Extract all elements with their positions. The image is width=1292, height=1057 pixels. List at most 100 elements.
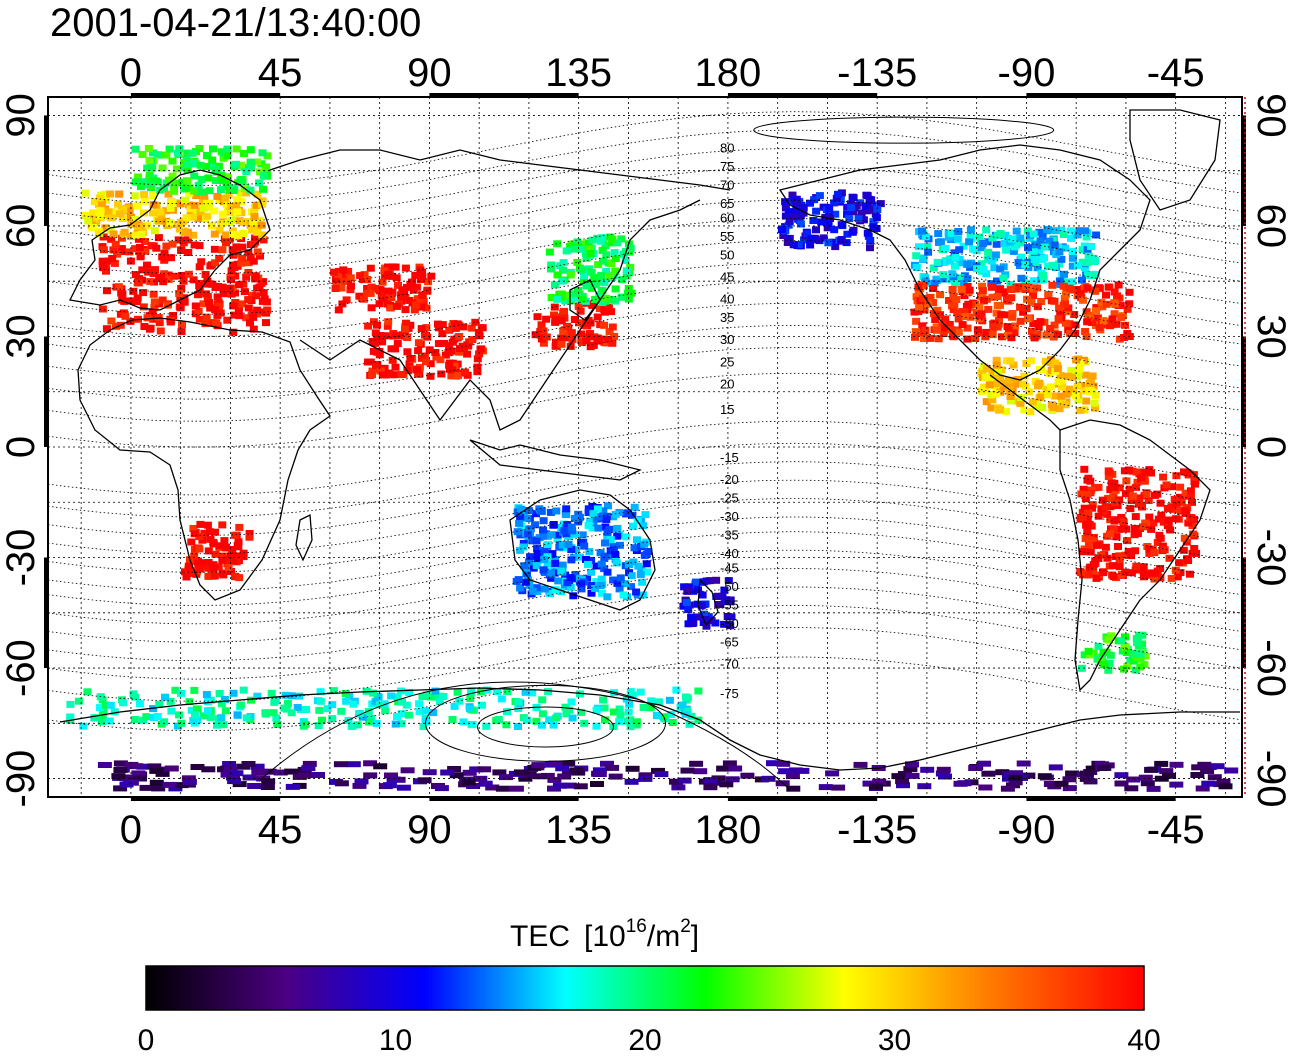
tec-cell — [342, 697, 351, 705]
tec-cell — [538, 696, 547, 704]
tec-cell — [1072, 286, 1081, 293]
tec-cell — [89, 209, 97, 217]
tec-cell — [364, 358, 372, 366]
tec-cell — [222, 183, 231, 190]
tec-cell — [1131, 666, 1140, 674]
tec-cell — [1002, 407, 1011, 415]
tec-cell — [964, 300, 973, 308]
tec-cell — [1132, 562, 1141, 570]
tec-cell — [573, 258, 582, 266]
tec-cell — [543, 541, 552, 549]
tec-cell — [219, 571, 228, 579]
tec-cell — [994, 367, 1003, 375]
tec-cell — [91, 714, 99, 722]
lon-tick-bottom: 90 — [407, 808, 452, 852]
tec-cell — [936, 311, 944, 319]
tec-cell — [1132, 468, 1141, 476]
tec-cell — [107, 317, 116, 325]
tec-cell — [1046, 325, 1055, 332]
tec-cell — [109, 246, 118, 254]
tec-cell — [1115, 525, 1124, 533]
tec-cell — [1139, 573, 1148, 581]
coastline-australia — [509, 489, 656, 611]
tec-cell — [1200, 768, 1215, 774]
tec-cell — [545, 716, 554, 724]
tec-cell — [202, 290, 211, 298]
tec-cell — [580, 272, 588, 280]
tec-cell — [638, 775, 653, 782]
tec-cell — [215, 690, 224, 697]
tec-cell — [354, 778, 369, 785]
tec-cell — [1029, 247, 1038, 255]
tec-cell — [1104, 666, 1113, 674]
tec-cell — [557, 588, 566, 596]
tec-cell — [785, 234, 794, 242]
tec-cell — [182, 778, 197, 785]
tec-cell — [166, 219, 175, 227]
tec-cell — [163, 301, 172, 309]
tec-cell — [610, 708, 618, 716]
tec-cell — [1074, 396, 1083, 404]
tec-cell — [930, 279, 939, 287]
tec-cell — [390, 371, 399, 379]
tec-cell — [951, 280, 960, 288]
tec-cell — [1006, 286, 1015, 293]
contour-ellipse-south-mid — [425, 684, 666, 762]
tec-cell — [155, 319, 164, 327]
tec-cell — [1093, 314, 1102, 322]
tec-cell — [624, 295, 633, 303]
tec-cell — [1006, 357, 1015, 365]
tec-cell — [1104, 283, 1113, 291]
tec-cell — [235, 574, 244, 582]
tec-cell — [586, 517, 595, 525]
tec-cell — [1082, 233, 1091, 241]
tec-cell — [347, 282, 355, 290]
tec-cell — [239, 686, 248, 694]
tec-cell — [417, 354, 426, 362]
tec-cell — [613, 579, 622, 587]
tec-cell — [164, 176, 173, 184]
tec-cell — [1106, 503, 1115, 511]
tec-cell — [231, 572, 239, 580]
tec-cell — [1065, 770, 1080, 777]
tec-cell — [948, 270, 957, 278]
tec-cell — [599, 507, 608, 515]
tec-cell — [378, 371, 387, 379]
tec-cell — [1170, 496, 1179, 503]
tec-cell — [965, 238, 974, 246]
contour-label: -50 — [720, 579, 739, 594]
tec-cell — [206, 713, 215, 721]
tec-cell — [615, 585, 624, 593]
tec-cell — [596, 549, 605, 557]
tec-cell — [1002, 246, 1011, 254]
frame-bar-bottom — [1026, 796, 1176, 801]
tec-cell — [1115, 559, 1124, 567]
tec-cell — [376, 701, 385, 709]
tec-cell — [493, 688, 502, 695]
tec-cell — [115, 210, 124, 218]
tec-cell — [531, 331, 540, 339]
tec-cell — [605, 764, 620, 771]
tec-cell — [1088, 372, 1097, 380]
tec-cell — [240, 150, 248, 157]
tec-cell — [698, 591, 707, 599]
tec-cell — [114, 200, 122, 208]
tec-cell — [111, 240, 120, 248]
tec-cell — [95, 229, 104, 237]
tec-cell — [414, 347, 423, 355]
tec-cell — [1011, 322, 1020, 330]
tec-cell — [1141, 652, 1150, 660]
tec-cell — [536, 331, 545, 339]
tec-cell — [1009, 361, 1018, 369]
tec-cell — [223, 152, 232, 160]
tec-cell — [201, 271, 210, 278]
tec-cell — [267, 689, 276, 697]
tec-cell — [1153, 539, 1162, 546]
tec-cell — [1029, 320, 1038, 327]
tec-cell — [539, 532, 548, 540]
tec-cell — [374, 693, 383, 701]
tec-cell — [966, 313, 975, 321]
tec-cell — [139, 178, 147, 186]
tec-cell — [1075, 365, 1084, 373]
tec-cell — [135, 244, 144, 251]
